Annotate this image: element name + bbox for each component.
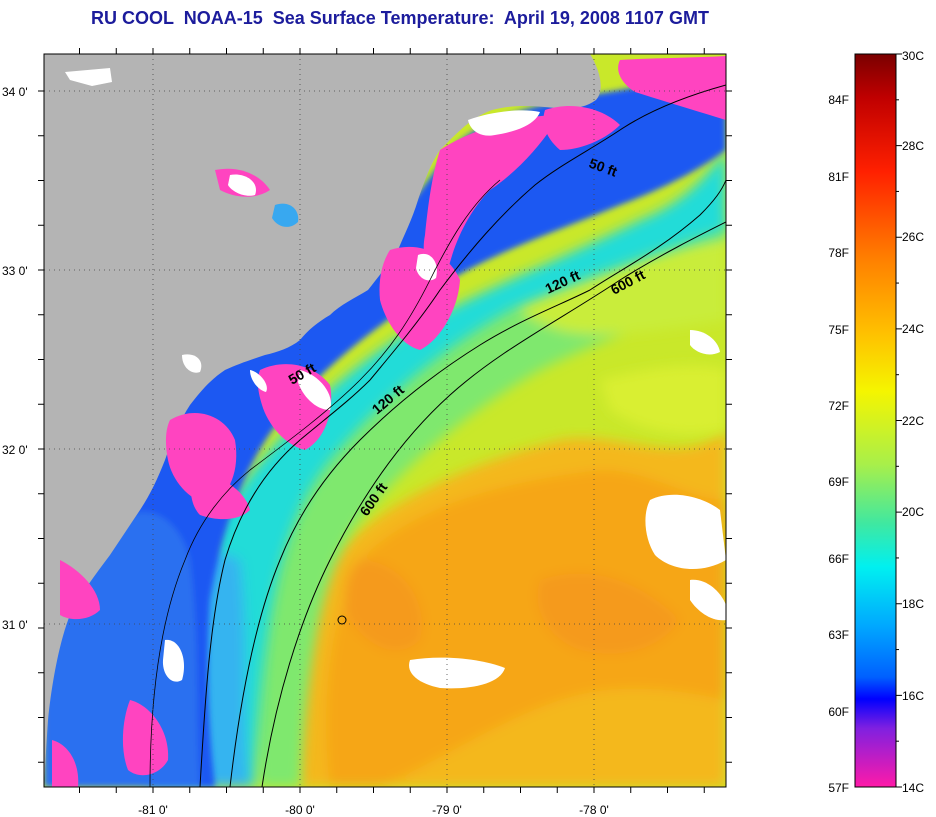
colorbar-fahrenheit-labels: 84F 81F 78F 75F 72F 69F 66F 63F 60F 57F	[828, 93, 849, 795]
colorbar-celsius-labels: 30C 28C 26C 24C 22C 20C 18C 16C 14C	[902, 49, 924, 795]
cb-f-60: 60F	[828, 705, 849, 719]
lat-label-31: 31 0'	[2, 618, 28, 632]
cloud-patches	[65, 68, 726, 689]
graticule	[44, 54, 726, 787]
axis-ticks	[38, 48, 732, 793]
colorbar-ticks	[896, 53, 902, 788]
cb-c-22: 22C	[902, 414, 924, 428]
lon-label-79: -79 0'	[432, 803, 462, 817]
longitude-labels: -81 0' -80 0' -79 0' -78 0'	[138, 803, 609, 817]
lon-label-78: -78 0'	[579, 803, 609, 817]
cb-f-63: 63F	[828, 628, 849, 642]
cb-c-16: 16C	[902, 689, 924, 703]
cb-c-26: 26C	[902, 230, 924, 244]
cb-f-69: 69F	[828, 475, 849, 489]
cb-c-28: 28C	[902, 139, 924, 153]
lat-label-33: 33 0'	[2, 264, 28, 278]
mid-shelf-band	[255, 220, 726, 787]
cold-patches	[52, 56, 726, 787]
contour-50ft	[199, 84, 726, 787]
cb-f-66: 66F	[828, 552, 849, 566]
station-marker	[337, 615, 347, 625]
map-title: RU COOL NOAA-15 Sea Surface Temperature:…	[91, 8, 709, 28]
lat-label-34: 34 0'	[2, 85, 28, 99]
cb-c-20: 20C	[902, 505, 924, 519]
lon-label-81: -81 0'	[138, 803, 168, 817]
cb-c-24: 24C	[902, 322, 924, 336]
cb-f-57: 57F	[828, 781, 849, 795]
land-mass	[44, 54, 601, 787]
cb-c-18: 18C	[902, 597, 924, 611]
contour-120ft	[229, 179, 726, 787]
contour-shallow-inner	[149, 179, 501, 787]
colorbar-gradient	[854, 53, 897, 788]
gulf-stream-warm-band	[296, 430, 726, 787]
colorbar: 30C 28C 26C 24C 22C 20C 18C 16C 14C 84F …	[828, 49, 924, 795]
map-frame	[43, 53, 727, 788]
contour-600ft	[261, 221, 726, 787]
cb-f-72: 72F	[828, 399, 849, 413]
cb-c-14: 14C	[902, 781, 924, 795]
map-area: 50 ft 50 ft 120 ft 120 ft 600 ft 600 ft	[44, 54, 726, 787]
cb-f-81: 81F	[828, 170, 849, 184]
lat-label-32: 32 0'	[2, 443, 28, 457]
cb-f-84: 84F	[828, 93, 849, 107]
latitude-labels: 34 0' 33 0' 32 0' 31 0'	[2, 85, 28, 632]
cb-f-78: 78F	[828, 246, 849, 260]
bathymetry-contours	[149, 84, 726, 787]
cb-c-30: 30C	[902, 49, 924, 63]
cb-f-75: 75F	[828, 323, 849, 337]
lon-label-80: -80 0'	[285, 803, 315, 817]
